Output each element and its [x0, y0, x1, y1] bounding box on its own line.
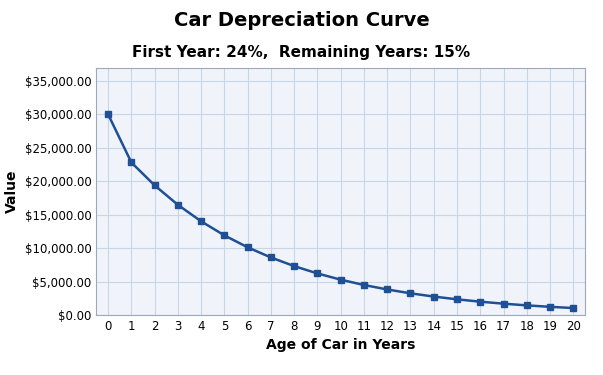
X-axis label: Age of Car in Years: Age of Car in Years [266, 338, 415, 352]
Text: Car Depreciation Curve: Car Depreciation Curve [174, 11, 429, 30]
Y-axis label: Value: Value [5, 170, 19, 213]
Text: First Year: 24%,  Remaining Years: 15%: First Year: 24%, Remaining Years: 15% [133, 45, 470, 60]
